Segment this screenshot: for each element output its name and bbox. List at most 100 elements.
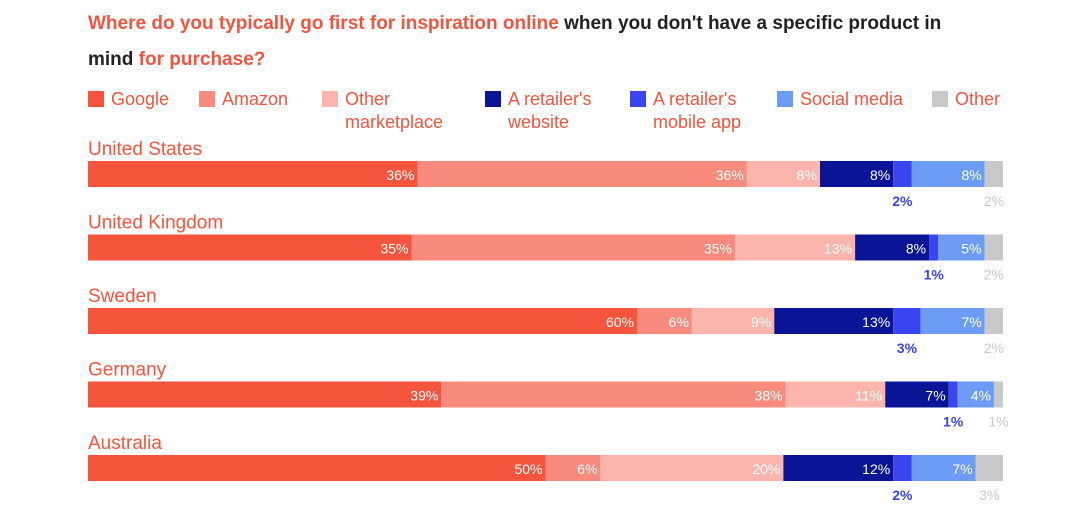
bar-sweden-other bbox=[984, 308, 1003, 334]
bar-united-states-other-marketplace bbox=[746, 161, 820, 187]
value-label-sweden-retailer-app: 3% bbox=[897, 340, 918, 356]
value-label-sweden-other-marketplace: 9% bbox=[751, 314, 771, 330]
value-label-australia-other-marketplace: 20% bbox=[752, 461, 780, 477]
legend-swatch-other bbox=[932, 91, 948, 107]
bar-united-kingdom-amazon bbox=[411, 234, 735, 261]
country-label-united-states: United States bbox=[88, 139, 202, 160]
bar-germany-social-media bbox=[957, 381, 994, 408]
legend-item-social-media: Social media bbox=[777, 88, 903, 111]
bar-australia-other bbox=[975, 455, 1003, 481]
value-label-germany-social-media: 4% bbox=[971, 388, 991, 404]
legend-swatch-retailer-website bbox=[485, 91, 501, 107]
title-plain: when you don't have a specific product i… bbox=[88, 13, 942, 70]
bar-australia-retailer-website bbox=[783, 455, 894, 481]
value-label-germany-amazon: 38% bbox=[755, 388, 783, 404]
bar-sweden-other-marketplace bbox=[691, 308, 775, 334]
value-label-united-kingdom-amazon: 35% bbox=[704, 241, 732, 257]
bar-germany-other bbox=[993, 381, 1003, 408]
chart-legend: Google Amazon Other marketplace A retail… bbox=[88, 88, 1068, 136]
legend-item-google: Google bbox=[88, 88, 169, 111]
value-label-germany-other: 1% bbox=[988, 414, 1008, 430]
bar-australia-other-marketplace bbox=[600, 455, 784, 481]
bar-germany-google bbox=[88, 381, 442, 408]
legend-swatch-social-media bbox=[777, 91, 793, 107]
legend-label-google: Google bbox=[111, 89, 170, 109]
value-label-sweden-amazon: 6% bbox=[669, 314, 689, 330]
bar-germany-retailer-website bbox=[885, 381, 949, 408]
value-label-united-states-google: 36% bbox=[386, 167, 414, 183]
bar-united-states-other bbox=[984, 161, 1003, 187]
bar-australia-amazon bbox=[545, 455, 601, 481]
country-label-sweden: Sweden bbox=[88, 286, 157, 307]
legend-swatch-other-marketplace bbox=[322, 91, 338, 107]
value-label-united-kingdom-google: 35% bbox=[380, 241, 408, 257]
value-label-australia-other: 3% bbox=[979, 487, 999, 503]
title-highlight-1: Where do you typically go first for insp… bbox=[88, 13, 559, 34]
bar-sweden-social-media bbox=[920, 308, 985, 334]
legend-swatch-google bbox=[88, 91, 104, 107]
bar-germany-amazon bbox=[441, 381, 786, 408]
bar-united-states-social-media bbox=[911, 161, 985, 187]
legend-label-retailer-website: A retailer's website bbox=[508, 89, 592, 132]
legend-item-retailer-website: A retailer's website bbox=[485, 88, 608, 134]
legend-label-retailer-app: A retailer's mobile app bbox=[653, 89, 742, 132]
value-label-australia-google: 50% bbox=[514, 461, 542, 477]
bar-germany-other-marketplace bbox=[785, 381, 886, 408]
value-label-united-states-other: 2% bbox=[984, 193, 1004, 209]
value-label-sweden-social-media: 7% bbox=[961, 314, 981, 330]
value-label-united-states-social-media: 8% bbox=[961, 167, 981, 183]
bar-united-kingdom-retailer-website bbox=[855, 234, 930, 261]
bar-united-states-google bbox=[88, 161, 418, 187]
value-label-united-kingdom-social-media: 5% bbox=[961, 241, 981, 257]
value-label-germany-retailer-app: 1% bbox=[943, 414, 964, 430]
value-label-united-kingdom-retailer-website: 8% bbox=[906, 241, 926, 257]
value-label-australia-retailer-app: 2% bbox=[892, 487, 913, 503]
legend-label-social-media: Social media bbox=[800, 89, 904, 109]
value-label-united-kingdom-other-marketplace: 13% bbox=[824, 241, 852, 257]
legend-label-amazon: Amazon bbox=[222, 89, 289, 109]
country-label-united-kingdom: United Kingdom bbox=[88, 213, 223, 234]
bar-sweden-retailer-website bbox=[774, 308, 894, 334]
title-highlight-2: for purchase? bbox=[138, 49, 266, 70]
bar-united-states-amazon bbox=[417, 161, 747, 187]
bar-united-kingdom-other bbox=[984, 234, 1003, 261]
value-label-sweden-retailer-website: 13% bbox=[862, 314, 890, 330]
bar-sweden-google bbox=[88, 308, 637, 334]
value-label-australia-retailer-website: 12% bbox=[862, 461, 890, 477]
bar-united-states-retailer-app bbox=[893, 161, 912, 187]
value-label-germany-retailer-website: 7% bbox=[925, 388, 945, 404]
legend-item-other: Other bbox=[932, 88, 1000, 111]
bar-united-kingdom-retailer-app bbox=[929, 234, 939, 261]
bar-australia-google bbox=[88, 455, 546, 481]
bar-united-kingdom-other-marketplace bbox=[734, 234, 856, 261]
bar-australia-social-media bbox=[911, 455, 976, 481]
country-label-australia: Australia bbox=[88, 433, 162, 454]
legend-item-retailer-app: A retailer's mobile app bbox=[630, 88, 753, 134]
bar-united-kingdom-google bbox=[88, 234, 412, 261]
value-label-sweden-other: 2% bbox=[984, 340, 1004, 356]
bar-australia-retailer-app bbox=[893, 455, 912, 481]
legend-item-other-marketplace: Other marketplace bbox=[322, 88, 465, 134]
value-label-united-states-other-marketplace: 8% bbox=[797, 167, 817, 183]
bar-united-states-retailer-website bbox=[820, 161, 894, 187]
value-label-united-states-amazon: 36% bbox=[716, 167, 744, 183]
bar-sweden-retailer-app bbox=[893, 308, 921, 334]
bar-germany-retailer-app bbox=[948, 381, 958, 408]
bar-united-kingdom-social-media bbox=[938, 234, 985, 261]
chart-title: Where do you typically go first for insp… bbox=[88, 6, 988, 78]
legend-label-other: Other bbox=[955, 89, 1001, 109]
legend-item-amazon: Amazon bbox=[199, 88, 288, 111]
legend-swatch-amazon bbox=[199, 91, 215, 107]
value-label-united-kingdom-other: 2% bbox=[984, 267, 1004, 283]
bar-sweden-amazon bbox=[637, 308, 692, 334]
value-label-germany-other-marketplace: 11% bbox=[855, 388, 882, 404]
value-label-australia-social-media: 7% bbox=[952, 461, 972, 477]
legend-swatch-retailer-app bbox=[630, 91, 646, 107]
value-label-sweden-google: 60% bbox=[606, 314, 634, 330]
legend-label-other-marketplace: Other marketplace bbox=[345, 89, 444, 132]
value-label-united-kingdom-retailer-app: 1% bbox=[924, 267, 945, 283]
country-label-germany: Germany bbox=[88, 360, 167, 381]
value-label-australia-amazon: 6% bbox=[577, 461, 597, 477]
value-label-germany-google: 39% bbox=[410, 388, 438, 404]
